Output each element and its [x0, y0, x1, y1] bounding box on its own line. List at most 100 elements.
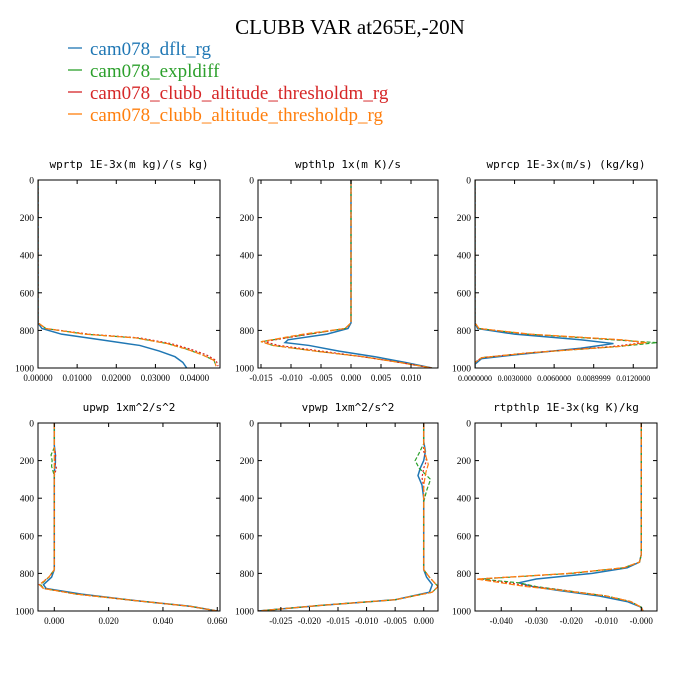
legend-entry: cam078_clubb_altitude_thresholdp_rg [68, 105, 384, 126]
y-tick-label: 1000 [15, 608, 34, 618]
y-tick-label: 600 [457, 289, 472, 299]
x-tick-label: -0.010 [595, 616, 619, 626]
y-tick-label: 800 [240, 570, 255, 580]
x-tick-label: 0.020 [99, 616, 120, 626]
series-line-cam078_clubb_altitude_thresholdm_rg [38, 423, 218, 611]
x-tick-label: -0.015 [249, 373, 273, 383]
y-tick-label: 1000 [235, 365, 254, 375]
y-tick-label: 400 [240, 252, 255, 262]
figure-title: CLUBB VAR at265E,-20N [235, 15, 465, 39]
series-line-cam078_expldiff [475, 180, 657, 368]
x-tick-label: 0.02000 [102, 373, 132, 383]
x-tick-label: 0.005 [371, 373, 392, 383]
series-line-cam078_clubb_altitude_thresholdp_rg [476, 423, 644, 611]
y-tick-label: 600 [240, 532, 255, 542]
series-line-cam078_dflt_rg [38, 180, 188, 368]
panel-title: upwp 1xm^2/s^2 [83, 401, 176, 414]
x-tick-label: 0.000 [44, 616, 65, 626]
x-tick-label: -0.030 [525, 616, 549, 626]
y-tick-label: 800 [457, 570, 472, 580]
series-line-cam078_dflt_rg [258, 423, 434, 611]
plot-frame [37, 422, 221, 612]
x-tick-label: 0.0060000 [537, 374, 571, 383]
x-tick-label: 0.010 [401, 373, 422, 383]
y-tick-label: 800 [240, 327, 255, 337]
y-tick-label: 200 [20, 457, 35, 467]
series-line-cam078_clubb_altitude_thresholdm_rg [38, 180, 219, 367]
series-line-cam078_expldiff [39, 423, 218, 611]
y-tick-label: 800 [20, 570, 35, 580]
legend-label: cam078_clubb_altitude_thresholdm_rg [90, 83, 389, 104]
y-tick-label: 0 [466, 420, 471, 430]
y-tick-label: 400 [457, 252, 472, 262]
y-tick-label: 0 [29, 420, 34, 430]
series-line-cam078_expldiff [258, 423, 438, 611]
y-tick-label: 600 [20, 289, 35, 299]
y-tick-label: 800 [457, 327, 472, 337]
x-tick-label: 0.000 [414, 616, 435, 626]
legend: cam078_dflt_rg cam078_expldiff cam078_cl… [68, 39, 389, 126]
x-tick-label: 0.060 [207, 616, 228, 626]
y-tick-label: 0 [249, 177, 254, 187]
x-tick-label: 0.0089999 [577, 374, 611, 383]
y-tick-label: 0 [29, 177, 34, 187]
series-line-cam078_dflt_rg [42, 423, 218, 611]
series-line-cam078_dflt_rg [518, 423, 644, 611]
y-tick-label: 600 [20, 532, 35, 542]
plot-frame [257, 179, 439, 369]
panel-upwp: upwp 1xm^2/s^2 0 200 400 600 800 1000 0.000 0.02… [15, 401, 228, 626]
x-tick-label: 0.0000000 [458, 374, 492, 383]
y-tick-label: 400 [457, 495, 472, 505]
panel-title: vpwp 1xm^2/s^2 [302, 401, 395, 414]
legend-label: cam078_clubb_altitude_thresholdp_rg [90, 105, 384, 126]
x-tick-label: -0.040 [490, 616, 514, 626]
panel-wprcp: wprcp 1E-3x(m/s) (kg/kg) 0 200 400 600 800 100… [452, 158, 658, 383]
x-tick-label: 0.000 [341, 373, 362, 383]
series-line-cam078_clubb_altitude_thresholdp_rg [260, 180, 433, 368]
x-tick-label: 0.0030000 [498, 374, 532, 383]
panel-title: rtpthlp 1E-3x(kg K)/kg [493, 401, 639, 414]
x-tick-label: -0.010 [279, 373, 303, 383]
x-tick-label: 0.040 [153, 616, 174, 626]
y-tick-label: 800 [20, 327, 35, 337]
legend-entry: cam078_clubb_altitude_thresholdm_rg [68, 83, 389, 104]
x-tick-label: 0.0120000 [616, 374, 650, 383]
series-line-cam078_dflt_rg [475, 180, 614, 368]
series-line-cam078_dflt_rg [283, 180, 433, 368]
y-tick-label: 400 [20, 252, 35, 262]
x-tick-label: 0.03000 [141, 373, 171, 383]
x-tick-label: -0.010 [355, 616, 379, 626]
y-tick-label: 200 [457, 214, 472, 224]
plot-frame [474, 179, 658, 369]
x-tick-label: 0.01000 [63, 373, 93, 383]
y-tick-label: 200 [20, 214, 35, 224]
x-tick-label: -0.025 [269, 616, 293, 626]
x-tick-label: -0.015 [326, 616, 350, 626]
series-line-cam078_clubb_altitude_thresholdp_rg [475, 180, 647, 368]
series-line-cam078_clubb_altitude_thresholdp_rg [38, 180, 217, 367]
panel-title: wprcp 1E-3x(m/s) (kg/kg) [487, 158, 646, 171]
plot-frame [257, 422, 439, 612]
y-tick-label: 1000 [452, 608, 471, 618]
legend-label: cam078_dflt_rg [90, 39, 212, 60]
panel-wpthlp: wpthlp 1x(m K)/s02004006008001000-0.015-… [235, 158, 439, 383]
x-tick-label: 0.00000 [23, 373, 53, 383]
panel-rtpthlp: rtpthlp 1E-3x(kg K)/kg 0 200 400 600 800 1000 -… [452, 401, 658, 626]
y-tick-label: 200 [457, 457, 472, 467]
legend-label: cam078_expldiff [90, 61, 220, 82]
series-line-cam078_clubb_altitude_thresholdm_rg [475, 180, 644, 368]
x-tick-label: -0.000 [630, 616, 654, 626]
series-line-cam078_expldiff [260, 180, 433, 368]
y-tick-label: 400 [20, 495, 35, 505]
plot-frame [474, 422, 658, 612]
y-tick-label: 600 [457, 532, 472, 542]
y-tick-label: 600 [240, 289, 255, 299]
x-tick-label: -0.020 [298, 616, 322, 626]
series-line-cam078_expldiff [38, 180, 217, 367]
panel-vpwp: vpwp 1xm^2/s^2 0 200 400 600 800 1000 -0.025 -0.… [235, 401, 439, 626]
series-line-cam078_clubb_altitude_thresholdp_rg [38, 423, 218, 611]
y-tick-label: 400 [240, 495, 255, 505]
legend-entry: cam078_dflt_rg [68, 39, 212, 60]
x-tick-label: -0.005 [384, 616, 408, 626]
series-line-cam078_clubb_altitude_thresholdp_rg [258, 423, 438, 611]
